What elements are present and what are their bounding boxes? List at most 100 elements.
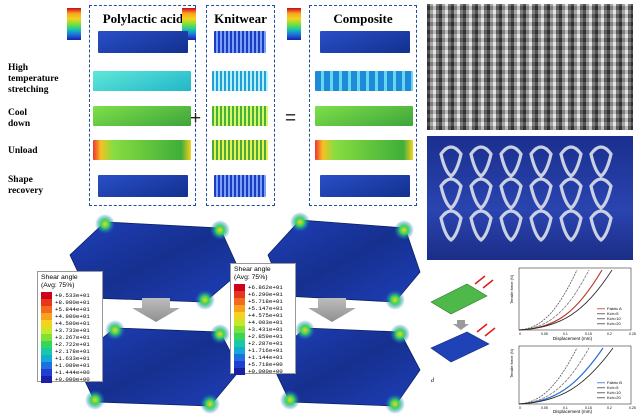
x-tick-label: 0.25: [629, 332, 636, 336]
composite-column-title: Composite: [333, 11, 393, 26]
down-arrow-right: [308, 298, 356, 322]
legend-value: +1.444e+00: [55, 369, 90, 376]
curve-kch-20-a: [518, 269, 613, 331]
composite-mini-legend: [287, 8, 301, 40]
left-legend-row: +2.178e+01: [41, 348, 102, 355]
x-tick-label: 0.25: [629, 406, 636, 410]
x-tick-label: 0.15: [585, 406, 592, 410]
legend-value: +2.722e+01: [55, 341, 90, 348]
left-legend-row: +1.089e+01: [41, 362, 102, 369]
knit-loops-svg: [439, 145, 613, 242]
row-label-shape-recovery: Shape recovery: [8, 175, 44, 196]
panel-letter: d: [431, 378, 435, 384]
legend-value: +2.859e+01: [248, 333, 283, 340]
knit-slab-shape-recovery: [214, 175, 266, 197]
left-legend-row: +4.900e+01: [41, 313, 102, 320]
legend-value: +1.144e+01: [248, 354, 283, 361]
chart-legend-label: Kch=20: [607, 321, 621, 326]
left-legend-row: +5.844e+01: [41, 306, 102, 313]
legend-value: +0.000e+00: [55, 376, 90, 383]
pla-column-title: Polylactic acid: [102, 11, 184, 26]
knit-column-title: Knitwear: [214, 11, 267, 26]
right-legend-row: +3.431e+01: [234, 326, 295, 333]
down-arrow-left: [132, 298, 180, 322]
right-legend-row: +4.003e+01: [234, 319, 295, 326]
legend-color-swatch: [41, 341, 52, 348]
legend-color-swatch: [41, 306, 52, 313]
composite-slab-unload: [315, 140, 413, 160]
right-legend-row: +6.862e+01: [234, 284, 295, 291]
pla-slab-shape-recovery: [98, 175, 188, 197]
right-legend-row: +5.718e+00: [234, 361, 295, 368]
legend-color-swatch: [234, 305, 245, 312]
knit-slab-cool-down: [212, 106, 268, 126]
legend-color-swatch: [234, 284, 245, 291]
left-legend-row: +3.267e+01: [41, 334, 102, 341]
legend-color-swatch: [41, 376, 52, 383]
equals-operator: =: [285, 108, 297, 129]
legend-value: +5.844e+01: [55, 306, 90, 313]
legend-color-swatch: [41, 334, 52, 341]
x-tick-label: 0.05: [541, 406, 548, 410]
legend-color-swatch: [234, 361, 245, 368]
pla-mini-legend: [67, 8, 81, 40]
legend-color-swatch: [41, 327, 52, 334]
left-legend-row: +0.000e+00: [41, 376, 102, 383]
curve-kch-5-a: [518, 269, 578, 331]
composite-slab-initial: [320, 31, 410, 53]
left-legend-row: +9.533e+01: [41, 292, 102, 299]
legend-value: +4.500e+01: [55, 320, 90, 327]
shear-angle-legend-right: Shear angle (Avg: 75%) +6.862e+01 +6.290e+…: [230, 263, 296, 375]
shear-angle-legend-left: Shear angle (Avg: 75%) +9.533e+01 +8.980e+…: [37, 271, 103, 383]
legend-color-swatch: [234, 326, 245, 333]
fabric-strip-green: [430, 275, 494, 315]
legend-color-swatch: [41, 320, 52, 327]
legend-value: +4.003e+01: [248, 319, 283, 326]
legend-color-swatch: [234, 347, 245, 354]
left-legend-row: +3.733e+01: [41, 327, 102, 334]
sem-micrograph: [427, 4, 633, 130]
fabric-strip-blue: [430, 323, 496, 363]
legend-value: +2.287e+01: [248, 340, 283, 347]
knit-slab-stretching: [212, 71, 268, 91]
right-legend-row: +4.575e+01: [234, 312, 295, 319]
legend-color-swatch: [41, 292, 52, 299]
composite-slab-stretching: [315, 71, 413, 91]
legend-color-swatch: [41, 355, 52, 362]
chart-legend-label: Kch=20: [607, 395, 621, 400]
right-legend-row: +2.859e+01: [234, 333, 295, 340]
chart-legend-label: Kch=5: [607, 385, 619, 390]
legend-value: +8.980e+01: [55, 299, 90, 306]
down-arrow-small: [453, 320, 469, 330]
legend-color-swatch: [41, 362, 52, 369]
legend-color-swatch: [41, 348, 52, 355]
left-legend-row: +1.633e+01: [41, 355, 102, 362]
legend-value: +3.431e+01: [248, 326, 283, 333]
left-legend-row: +2.722e+01: [41, 341, 102, 348]
right-legend-row: +2.287e+01: [234, 340, 295, 347]
legend-value: +3.267e+01: [55, 334, 90, 341]
legend-color-swatch: [234, 298, 245, 305]
pla-column-box: [89, 5, 196, 206]
legend-value: +4.900e+01: [55, 313, 90, 320]
composite-slab-cool-down: [315, 106, 413, 126]
curve-fabric-b: [518, 347, 604, 405]
plus-operator: +: [190, 108, 202, 129]
left-legend-row: +1.444e+00: [41, 369, 102, 376]
chart-legend-label: Fabric B: [607, 380, 622, 385]
chart-fabric-b: Tensile force (N) Displacement (mm) Fabr…: [509, 345, 632, 414]
right-legend-row: +5.147e+01: [234, 305, 295, 312]
legend-value: +1.089e+01: [55, 362, 90, 369]
right-legend-row: +5.718e+01: [234, 298, 295, 305]
x-tick-label: 0: [519, 406, 521, 410]
legend-color-swatch: [234, 312, 245, 319]
legend-color-swatch: [234, 368, 245, 375]
left-legend-row: +4.500e+01: [41, 320, 102, 327]
pla-slab-initial: [98, 31, 188, 53]
legend-color-swatch: [234, 319, 245, 326]
composite-slab-shape-recovery: [320, 175, 410, 197]
pla-slab-cool-down: [93, 106, 191, 126]
right-legend-row: +6.290e+01: [234, 291, 295, 298]
svg-text:Displacement (mm): Displacement (mm): [553, 336, 593, 341]
sheet-bottom-left: [74, 320, 241, 414]
